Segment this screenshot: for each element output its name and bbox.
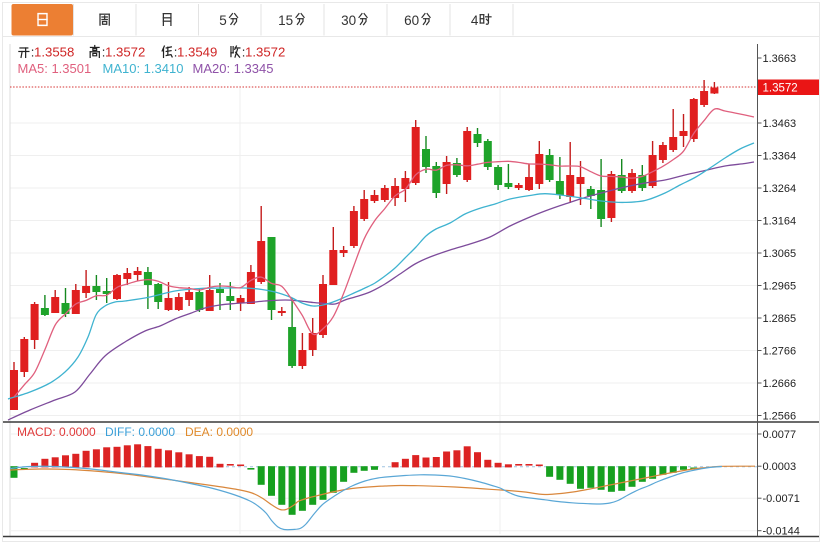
svg-text:MA20: 1.3345: MA20: 1.3345: [193, 61, 274, 76]
svg-text:1.3663: 1.3663: [763, 53, 797, 65]
svg-text:5: 5: [219, 13, 227, 28]
svg-text:MACD: 0.0000: MACD: 0.0000: [17, 425, 96, 439]
svg-text:1.3364: 1.3364: [763, 151, 797, 163]
svg-text:1.3558: 1.3558: [34, 45, 74, 60]
svg-text:-0.0144: -0.0144: [763, 526, 800, 538]
svg-text::: :: [31, 45, 35, 60]
svg-text:0.0077: 0.0077: [763, 429, 797, 441]
svg-text:1.3264: 1.3264: [763, 183, 797, 195]
svg-text:1.3065: 1.3065: [763, 248, 797, 260]
svg-text:15: 15: [278, 13, 293, 28]
svg-text:0.0003: 0.0003: [763, 461, 797, 473]
svg-text::: :: [242, 45, 246, 60]
svg-text:30: 30: [341, 13, 356, 28]
svg-text:60: 60: [404, 13, 419, 28]
svg-text:4: 4: [471, 13, 479, 28]
svg-text:1.2965: 1.2965: [763, 281, 797, 293]
svg-text:DEA: 0.0000: DEA: 0.0000: [185, 425, 253, 439]
svg-text:1.3572: 1.3572: [105, 45, 145, 60]
svg-text:1.2566: 1.2566: [763, 411, 797, 423]
svg-text:1.3549: 1.3549: [177, 45, 217, 60]
svg-text:1.2865: 1.2865: [763, 313, 797, 325]
svg-text:DIFF: 0.0000: DIFF: 0.0000: [105, 425, 175, 439]
svg-text:MA10: 1.3410: MA10: 1.3410: [103, 61, 184, 76]
svg-text:MA5: 1.3501: MA5: 1.3501: [18, 61, 92, 76]
svg-text:-0.0071: -0.0071: [763, 493, 800, 505]
svg-text:1.2666: 1.2666: [763, 378, 797, 390]
svg-text:1.2766: 1.2766: [763, 346, 797, 358]
svg-text::: :: [174, 45, 178, 60]
svg-text::: :: [102, 45, 106, 60]
svg-text:1.3164: 1.3164: [763, 216, 797, 228]
svg-text:1.3572: 1.3572: [763, 83, 798, 95]
svg-text:1.3572: 1.3572: [245, 45, 285, 60]
svg-text:1.3463: 1.3463: [763, 118, 797, 130]
